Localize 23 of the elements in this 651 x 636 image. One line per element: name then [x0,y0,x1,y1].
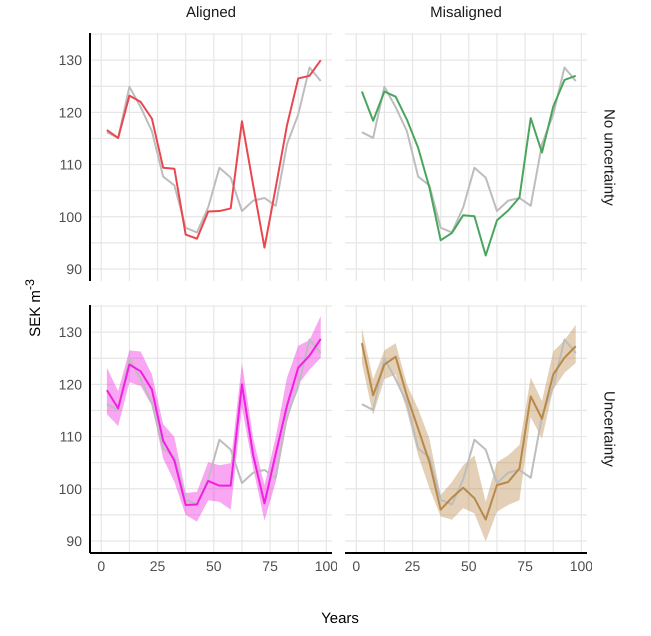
y-tick-label: 90 [66,532,82,549]
y-tick-label: 100 [58,208,82,225]
y-tick-label: 90 [66,260,82,277]
x-axis-title: Years [320,610,360,627]
y-tick-label: 120 [58,104,82,120]
y2-axis-title: No uncertainty [600,108,618,206]
y-tick-label: 130 [58,52,82,68]
chart-title: Aligned [184,4,238,21]
x-tick-label: 0 [97,558,106,574]
x-tick-label: 25 [150,558,166,574]
x-tick-label: 75 [517,558,534,574]
y-tick-label: 100 [58,480,82,497]
chart-title: Misaligned [429,4,503,21]
x-tick-label: 50 [206,558,222,574]
x-tick-label: 0 [352,558,360,574]
x-tick-label: 50 [461,558,477,574]
y-tick-label: 110 [60,428,82,445]
x-tick-label: 75 [262,558,278,574]
y-tick-label: 110 [60,156,82,173]
y2-axis-title: Uncertainty [600,391,618,467]
y-tick-label: 130 [58,324,82,340]
x-tick-label: 25 [404,558,421,574]
y-tick-label: 120 [58,376,82,392]
